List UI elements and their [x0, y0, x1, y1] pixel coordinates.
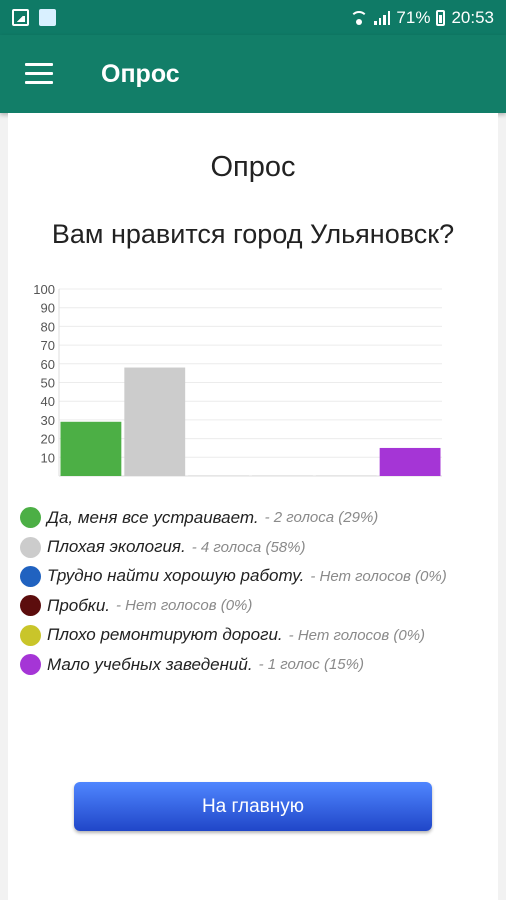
legend-color-dot [20, 536, 41, 558]
legend-label: Мало учебных заведений. [47, 654, 253, 674]
legend-vote-count: - 4 голоса (58%) [191, 538, 306, 556]
app-bar: Опрос [0, 35, 506, 113]
app-bar-title: Опрос [101, 60, 180, 88]
legend-color-dot [20, 507, 41, 529]
legend-label: Плохая экология. [47, 537, 186, 557]
signal-icon [374, 11, 391, 25]
image-icon [12, 9, 29, 26]
poll-title: Опрос [210, 151, 296, 183]
battery-icon [436, 10, 446, 26]
chart-bar [252, 475, 313, 476]
chart-bar [60, 421, 122, 476]
menu-icon[interactable] [25, 63, 53, 85]
legend-color-dot [20, 654, 41, 676]
y-tick-label: 80 [41, 319, 55, 334]
legend-vote-count: - Нет голосов (0%) [116, 597, 253, 615]
legend-item: Плохо ремонтируют дороги. - Нет голосов (… [20, 621, 447, 650]
legend-item: Плохая экология. - 4 голоса (58%) [20, 532, 447, 561]
legend-vote-count: - Нет голосов (0%) [310, 567, 447, 585]
status-bar: 71% 20:53 [0, 0, 506, 35]
legend-color-dot [20, 595, 41, 617]
app-icon [39, 9, 56, 26]
y-tick-label: 30 [41, 413, 55, 428]
legend-vote-count: - Нет голосов (0%) [288, 626, 426, 644]
legend-label: Трудно найти хорошую работу. [47, 566, 305, 586]
y-tick-label: 70 [41, 338, 55, 353]
poll-question: Вам нравится город Ульяновск? [51, 219, 455, 249]
chart-bar [124, 367, 186, 476]
battery-percent: 71% [396, 8, 431, 27]
results-chart-svg: 10 20 30 40 50 60 70 80 90 100 [33, 282, 442, 477]
chart-bar [188, 475, 249, 476]
y-tick-label: 50 [41, 376, 55, 391]
chart-bar [315, 475, 377, 476]
results-chart: 10 20 30 40 50 60 70 80 90 100 [22, 281, 452, 486]
legend-label: Пробки. [47, 595, 110, 615]
status-time: 20:53 [451, 8, 494, 27]
legend-label: Да, меня все устраивает. [47, 507, 259, 527]
legend-label: Плохо ремонтируют дороги. [47, 625, 283, 645]
results-legend: Да, меня все устраивает. - 2 голоса (29%)… [20, 503, 447, 679]
legend-item: Трудно найти хорошую работу. - Нет голосо… [20, 562, 447, 591]
y-tick-label: 10 [41, 450, 55, 465]
legend-item: Да, меня все устраивает. - 2 голоса (29%) [20, 503, 447, 532]
legend-color-dot [20, 565, 41, 587]
y-tick-label: 90 [41, 301, 55, 316]
y-tick-label: 20 [41, 432, 55, 447]
legend-vote-count: - 2 голоса (29%) [264, 509, 379, 527]
legend-item: Пробки. - Нет голосов (0%) [20, 591, 447, 620]
legend-vote-count: - 1 голос (15%) [258, 656, 364, 674]
y-tick-label: 40 [41, 394, 55, 409]
legend-color-dot [20, 624, 41, 646]
poll-card: Опрос Вам нравится город Ульяновск? 10 20… [8, 113, 498, 900]
wifi-icon [350, 11, 369, 25]
y-tick-label: 100 [33, 282, 55, 297]
chart-bar [379, 447, 441, 476]
home-button[interactable]: На главную [74, 782, 432, 831]
legend-item: Мало учебных заведений. - 1 голос (15%) [20, 650, 447, 679]
y-tick-label: 60 [41, 357, 55, 372]
